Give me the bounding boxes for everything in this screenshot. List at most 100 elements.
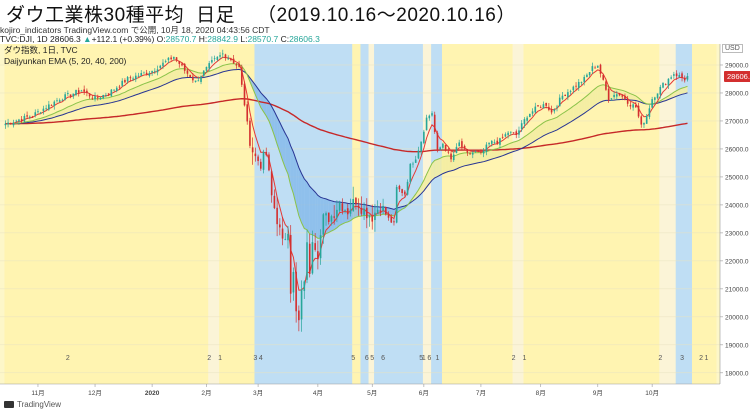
ema-band-fill <box>76 102 79 111</box>
candle <box>189 75 191 78</box>
candle <box>154 70 156 72</box>
candle <box>534 106 537 113</box>
candle <box>374 212 376 220</box>
candle <box>379 210 382 212</box>
ema-band-fill <box>502 145 506 156</box>
candle <box>607 88 610 101</box>
candle <box>137 75 140 77</box>
ema-band-fill <box>600 84 604 103</box>
candle <box>96 97 99 99</box>
candle <box>167 57 170 61</box>
candle <box>474 150 477 152</box>
x-tick-label: 6月 <box>419 389 429 397</box>
candle <box>496 140 499 144</box>
candle <box>643 122 645 125</box>
candle <box>591 66 594 71</box>
ema-band-fill <box>576 102 579 119</box>
candle <box>365 207 368 219</box>
candle <box>352 198 355 211</box>
candle <box>368 215 371 218</box>
ema-band-fill <box>589 90 593 110</box>
ema-band-fill <box>586 93 590 112</box>
candle <box>526 117 528 121</box>
ema-band-fill <box>529 130 533 145</box>
ema-band-fill <box>345 202 348 223</box>
currency-badge[interactable]: USD <box>722 44 743 53</box>
ema-band-fill <box>432 160 435 181</box>
candle <box>670 77 672 79</box>
x-tick-label: 8月 <box>536 389 546 397</box>
ohlc-change: +112.1 (+0.39%) <box>91 34 155 44</box>
ema-band-fill <box>309 186 313 235</box>
candle <box>289 234 292 294</box>
y-tick-label: 20000.0 <box>725 314 749 321</box>
candle <box>635 105 637 108</box>
y-tick-label: 22000.0 <box>725 258 749 265</box>
candle <box>317 251 319 260</box>
ema-band-fill <box>209 70 212 77</box>
ema-band-fill <box>206 71 210 77</box>
candle <box>686 76 689 80</box>
candle <box>556 106 558 108</box>
legend-symbol[interactable]: ダウ指数, 1日, TVC <box>4 45 78 55</box>
ema-band-fill <box>584 95 587 114</box>
ema-band-fill <box>347 203 351 222</box>
candle <box>507 132 509 136</box>
candle <box>29 116 31 118</box>
ema-band-fill <box>263 95 267 116</box>
candle <box>588 72 591 76</box>
ema-band-fill <box>532 128 536 143</box>
ema-band-fill <box>554 117 558 132</box>
candle <box>7 122 9 125</box>
candle <box>548 106 550 110</box>
ema-band-fill <box>562 111 566 127</box>
candle <box>550 109 553 113</box>
candle <box>115 87 118 92</box>
candle <box>461 141 463 148</box>
ema-band-fill <box>301 173 305 229</box>
candle <box>9 122 12 125</box>
ema-band-fill <box>220 65 223 73</box>
candle <box>523 119 526 125</box>
y-tick-label: 24000.0 <box>725 202 749 209</box>
ema-band-fill <box>355 203 359 218</box>
y-tick-label: 21000.0 <box>725 286 749 293</box>
candle <box>99 97 102 100</box>
candle <box>83 89 85 92</box>
candle <box>469 153 471 155</box>
ema-band-fill <box>486 150 490 161</box>
ema-band-fill <box>581 98 585 116</box>
ema-band-fill <box>448 155 452 172</box>
candle <box>529 113 531 118</box>
candle <box>431 113 433 116</box>
candle <box>662 82 664 88</box>
ema-band-fill <box>92 98 96 106</box>
candle <box>216 56 219 60</box>
candle <box>360 207 363 214</box>
ema-band-fill <box>489 149 492 161</box>
x-tick-label: 4月 <box>313 389 323 397</box>
legend-indicator[interactable]: Daijyunkan EMA (5, 20, 40, 200) <box>4 56 127 66</box>
candle <box>515 131 518 135</box>
candle <box>583 76 586 82</box>
candle <box>539 107 542 109</box>
candle <box>681 73 683 78</box>
candle <box>118 86 121 88</box>
candle <box>537 105 539 107</box>
band-marker-label: 1 <box>522 355 526 362</box>
ema-band-fill <box>78 101 82 110</box>
candle <box>433 114 436 132</box>
candle <box>629 105 632 107</box>
ohlc-prefix: TVC:DJI, 1D 28606.3 <box>0 34 81 44</box>
candle <box>308 243 311 274</box>
last-price-tag: 28606.3 <box>724 70 750 82</box>
chart-title: ダウ工業株30種平均 日足 （2019.10.16～2020.10.16） <box>6 0 516 27</box>
ema-band-fill <box>298 167 302 223</box>
candle <box>295 271 297 312</box>
candle <box>561 95 564 100</box>
y-tick-label: 25000.0 <box>725 174 749 181</box>
ema-band-fill <box>160 76 163 87</box>
ema-band-fill <box>551 118 555 133</box>
ema-band-fill <box>146 81 150 92</box>
